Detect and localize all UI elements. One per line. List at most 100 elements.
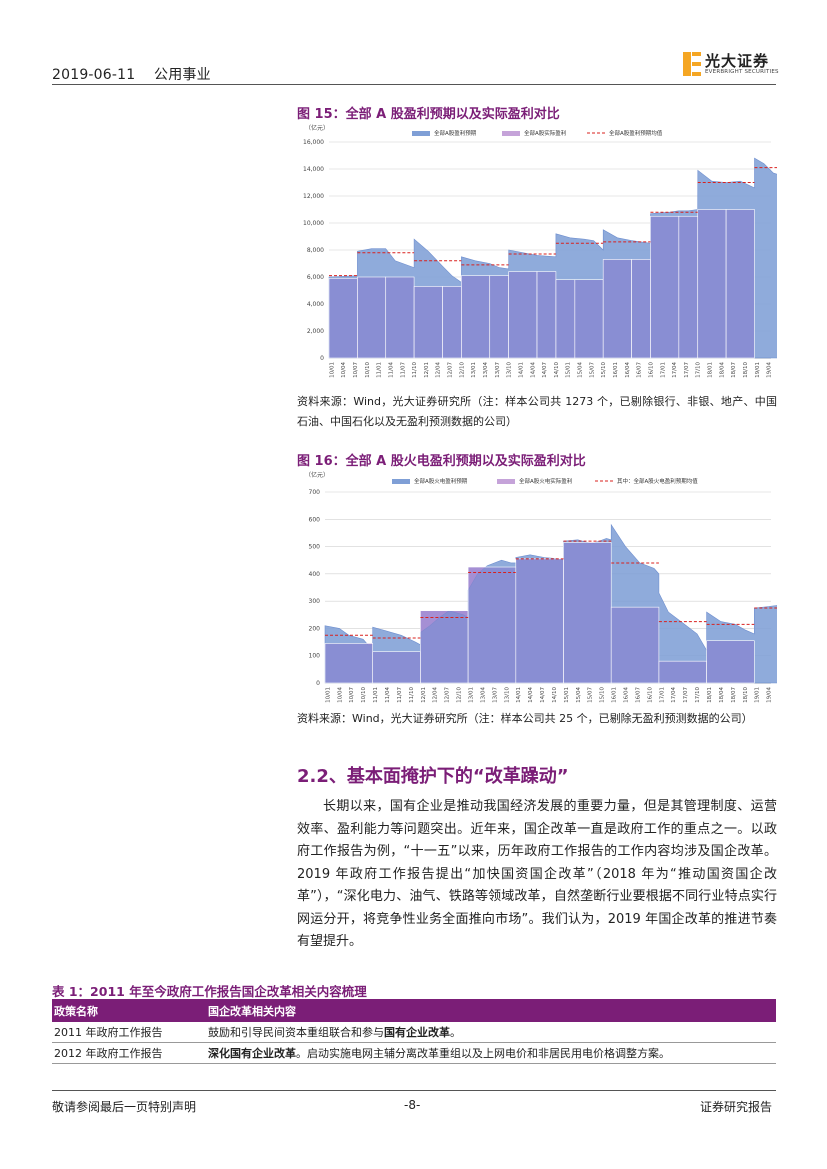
x-tick-label: 18/04	[719, 362, 725, 378]
x-tick-label: 10/04	[337, 687, 343, 703]
actual-profit-bar	[697, 209, 727, 359]
y-tick-label: 12,000	[303, 193, 324, 200]
cell-bold-text: 国有企业改革	[384, 1026, 450, 1039]
actual-profit-bar	[385, 276, 415, 359]
x-tick-label: 10/10	[365, 362, 371, 378]
x-tick-label: 11/04	[385, 687, 391, 703]
x-tick-label: 12/04	[433, 687, 439, 703]
actual-profit-bar	[658, 660, 707, 684]
actual-profit-bar	[515, 558, 564, 684]
actual-profit-bar	[536, 271, 557, 359]
figure15-chart: （亿元） 全部A股盈利预期 全部A股实际盈利 全部A股盈利预期均值 0 2,000 4,00…	[303, 124, 777, 378]
x-tick-label: 12/07	[448, 362, 454, 378]
cell-bold-text: 深化国有企业改革	[208, 1047, 296, 1060]
x-tick-label: 16/01	[612, 687, 618, 703]
table1: 政策名称 国企改革相关内容 2011 年政府工作报告 鼓励和引导民间资本重组联合…	[52, 999, 776, 1064]
y-tick-label: 2,000	[307, 328, 324, 335]
actual-profit-bar	[461, 275, 491, 359]
y-tick-label: 500	[309, 544, 321, 551]
x-tick-label: 17/10	[695, 687, 701, 703]
x-tick-label: 11/07	[397, 687, 403, 703]
header-divider	[52, 84, 776, 85]
x-tick-label: 13/07	[495, 362, 501, 378]
x-tick-label: 15/04	[578, 362, 584, 378]
actual-profit-bar	[420, 610, 469, 684]
table-row: 2012 年政府工作报告 深化国有企业改革。启动实施电网主辅分离改革重组以及上网…	[52, 1042, 776, 1064]
x-tick-label: 10/07	[353, 362, 359, 378]
x-tick-label: 13/04	[483, 362, 489, 378]
x-tick-label: 10/01	[329, 362, 335, 378]
x-tick-label: 18/04	[719, 687, 725, 703]
x-tick-label: 19/04	[767, 687, 773, 703]
logo-mark-icon	[683, 52, 701, 76]
actual-profit-bar	[650, 215, 680, 359]
unit-label: （亿元）	[305, 124, 329, 132]
actual-profit-bar	[563, 542, 612, 684]
actual-profit-bar	[324, 643, 374, 684]
company-logo: 光大证券 EVERBRIGHT SECURITIES	[683, 50, 783, 80]
actual-profit-bar	[631, 259, 651, 359]
logo-text-en: EVERBRIGHT SECURITIES	[705, 69, 779, 75]
x-tick-label: 13/01	[469, 687, 475, 703]
x-tick-label: 13/10	[504, 687, 510, 703]
legend-label: 全部A股盈利预期	[434, 129, 477, 137]
x-tick-label: 15/10	[600, 687, 606, 703]
x-tick-label: 18/07	[731, 362, 737, 378]
x-tick-label: 17/01	[659, 687, 665, 703]
legend-label: 全部A股火电盈利预期	[414, 477, 468, 485]
x-tick-label: 14/07	[540, 687, 546, 703]
x-tick-label: 15/01	[564, 687, 570, 703]
x-tick-label: 18/01	[708, 362, 714, 378]
y-tick-label: 300	[309, 598, 321, 605]
y-tick-label: 100	[309, 653, 321, 660]
x-tick-label: 19/01	[755, 362, 761, 378]
actual-profit-bar	[602, 259, 632, 359]
table-row: 2011 年政府工作报告 鼓励和引导民间资本重组联合和参与国有企业改革。	[52, 1022, 776, 1043]
x-tick-label: 16/07	[635, 687, 641, 703]
actual-profit-bar	[413, 286, 443, 359]
y-tick-label: 6,000	[307, 274, 324, 281]
footer-report-type: 证券研究报告	[700, 1100, 773, 1114]
figure15-title: 图 15：全部 A 股盈利预期以及实际盈利对比	[297, 107, 560, 122]
table-header-row: 政策名称 国企改革相关内容	[52, 999, 776, 1022]
x-tick-label: 17/07	[683, 687, 689, 703]
x-tick-label: 16/04	[624, 687, 630, 703]
actual-profit-bar	[489, 275, 509, 359]
x-tick-label: 14/01	[519, 362, 525, 378]
x-tick-label: 10/04	[341, 362, 347, 378]
page-number: -8-	[404, 1098, 421, 1112]
table-cell-name: 2012 年政府工作报告	[52, 1042, 206, 1064]
y-tick-label: 10,000	[303, 220, 324, 227]
x-tick-label: 18/01	[707, 687, 713, 703]
legend-label: 全部A股火电实际盈利	[519, 477, 572, 485]
x-tick-label: 13/01	[471, 362, 477, 378]
cell-text: 。	[450, 1026, 461, 1039]
x-tick-label: 11/10	[412, 362, 418, 378]
x-tick-label: 16/01	[613, 362, 619, 378]
x-tick-label: 15/07	[589, 362, 595, 378]
x-tick-label: 11/01	[373, 687, 379, 703]
x-tick-label: 13/07	[492, 687, 498, 703]
x-tick-label: 16/10	[649, 362, 655, 378]
report-sector: 公用事业	[154, 67, 211, 83]
y-tick-label: 600	[309, 516, 321, 523]
report-date: 2019-06-11	[52, 67, 136, 83]
actual-profit-bar	[678, 215, 699, 359]
table-cell-name: 2011 年政府工作报告	[52, 1022, 206, 1043]
legend-swatch	[497, 479, 515, 484]
actual-profit-bar	[555, 279, 576, 359]
section-paragraph: 长期以来，国有企业是推动我国经济发展的重要力量，但是其管理制度、运营效率、盈利能…	[297, 799, 777, 949]
legend-label: 全部A股盈利预期均值	[609, 129, 663, 137]
figure16-source: 资料来源：Wind，光大证券研究所（注：样本公司共 25 个，已剔除无盈利预测数…	[297, 712, 753, 725]
x-tick-label: 17/10	[696, 362, 702, 378]
y-tick-label: 16,000	[303, 139, 324, 146]
x-tick-label: 11/10	[409, 687, 415, 703]
x-tick-label: 16/10	[647, 687, 653, 703]
header-meta: 2019-06-11 公用事业	[52, 64, 211, 84]
figure15-source: 资料来源：Wind，光大证券研究所（注：样本公司共 1273 个，已剔除银行、非…	[297, 395, 777, 428]
actual-profit-bar	[610, 606, 660, 684]
x-tick-label: 19/04	[767, 362, 773, 378]
x-tick-label: 15/04	[576, 687, 582, 703]
x-tick-label: 18/07	[731, 687, 737, 703]
figure16-title: 图 16：全部 A 股火电盈利预期以及实际盈利对比	[297, 454, 586, 469]
